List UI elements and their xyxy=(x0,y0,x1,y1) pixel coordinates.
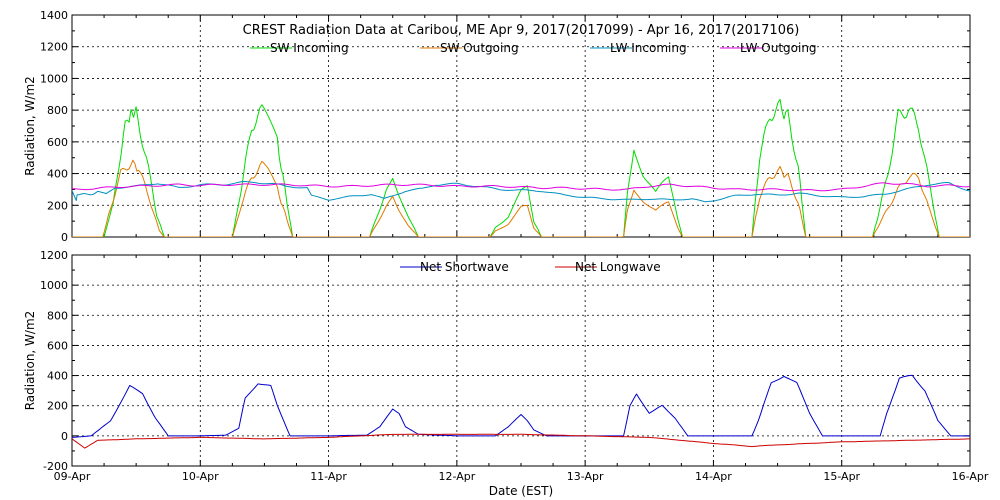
x-tick-label: 10-Apr xyxy=(182,470,219,483)
y-tick-label: 1200 xyxy=(40,41,68,54)
legend-label: SW Incoming xyxy=(270,41,349,55)
y-tick-label: 0 xyxy=(61,430,68,443)
series-line-sw-incoming xyxy=(72,98,970,237)
y-tick-label: 1000 xyxy=(40,279,68,292)
series-line-sw-outgoing xyxy=(72,159,970,237)
y-tick-label: 1200 xyxy=(40,249,68,262)
x-tick-label: 12-Apr xyxy=(438,470,475,483)
x-tick-label: 14-Apr xyxy=(695,470,732,483)
y-tick-label: 200 xyxy=(47,199,68,212)
legend-label: SW Outgoing xyxy=(440,41,519,55)
series-line-net-longwave xyxy=(72,433,970,449)
y-tick-label: 400 xyxy=(47,370,68,383)
y-tick-label: 1400 xyxy=(40,9,68,22)
x-tick-label: 15-Apr xyxy=(823,470,860,483)
y-axis-label: Radiation, W/m2 xyxy=(23,76,37,176)
x-tick-label: 13-Apr xyxy=(567,470,604,483)
legend-label: LW Incoming xyxy=(610,41,687,55)
x-tick-label: 16-Apr xyxy=(952,470,989,483)
legend-label: Net Longwave xyxy=(575,260,661,274)
y-tick-label: 400 xyxy=(47,168,68,181)
legend-label: LW Outgoing xyxy=(740,41,817,55)
x-tick-label: 09-Apr xyxy=(54,470,91,483)
series-line-lw-outgoing xyxy=(72,182,970,192)
chart-title: CREST Radiation Data at Caribou, ME Apr … xyxy=(243,23,800,38)
y-tick-label: 800 xyxy=(47,104,68,117)
plot-frame xyxy=(71,14,971,238)
y-tick-label: 600 xyxy=(47,136,68,149)
x-axis-label: Date (EST) xyxy=(489,484,553,498)
y-tick-label: 800 xyxy=(47,309,68,322)
x-tick-label: 11-Apr xyxy=(310,470,347,483)
y-axis-label: Radiation, W/m2 xyxy=(23,311,37,411)
panel-top: 0 200 400 600 800 1000 1200 1400 Radiation, W/m2… xyxy=(23,9,971,244)
y-tick-label: 0 xyxy=(61,231,68,244)
y-tick-label: 1000 xyxy=(40,72,68,85)
y-tick-label: 200 xyxy=(47,400,68,413)
panel-bottom: -200 0 200 400 600 800 1000 1200 Radiation, W/m2… xyxy=(23,249,989,498)
y-tick-label: 600 xyxy=(47,339,68,352)
legend-label: Net Shortwave xyxy=(420,260,509,274)
series-line-net-shortwave xyxy=(72,374,970,438)
y-tick-label: -200 xyxy=(43,460,68,473)
